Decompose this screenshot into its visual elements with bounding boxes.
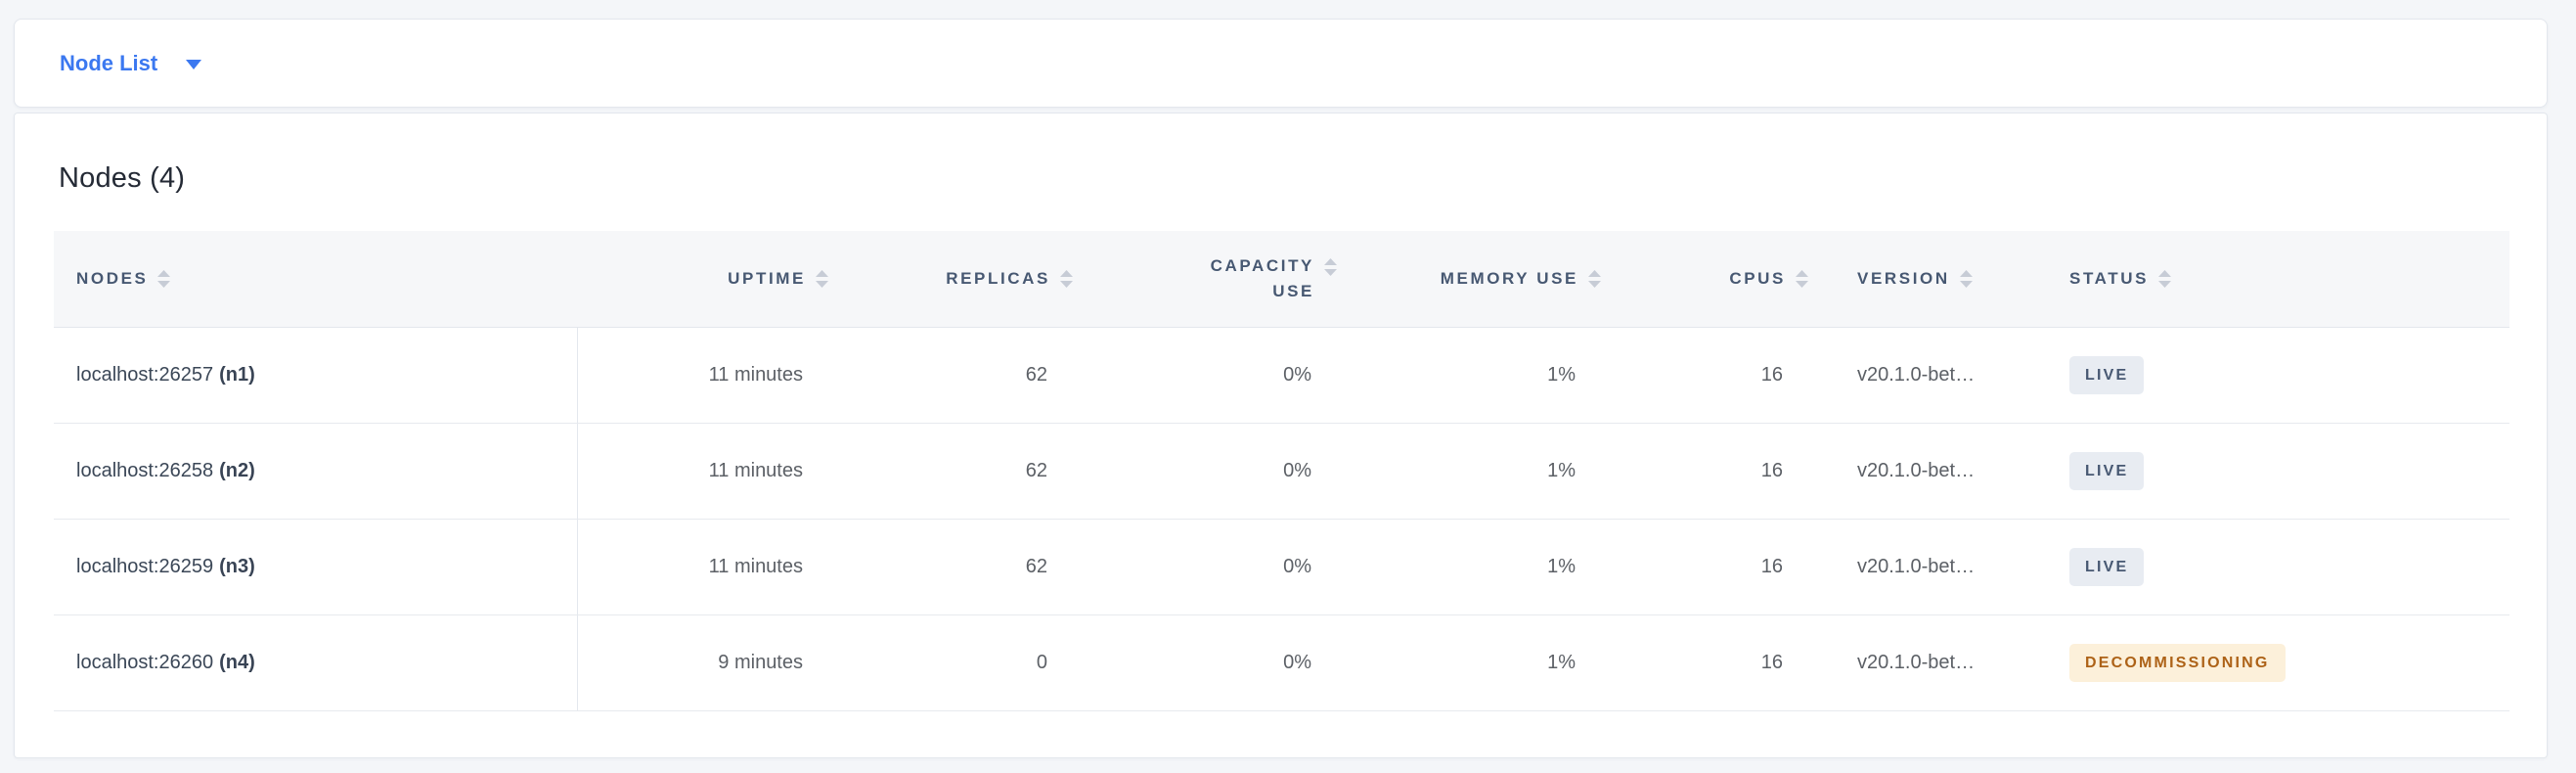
cell-capacity-use: 0% [1283, 460, 1311, 481]
cell-node: localhost:26260 (n4) [54, 615, 578, 710]
sort-icon[interactable] [816, 270, 828, 288]
node-link[interactable]: localhost:26257 [76, 364, 214, 386]
cell-status: LIVE [2066, 520, 2509, 614]
column-header-status[interactable]: Status [2066, 231, 2509, 327]
status-badge: LIVE [2069, 452, 2145, 490]
cell-capacity-use: 0% [1283, 556, 1311, 577]
sort-icon[interactable] [1060, 270, 1073, 288]
node-link[interactable]: localhost:26258 [76, 460, 214, 481]
nodes-table: Nodes Uptime Replicas Capacity Use Memor… [54, 231, 2509, 711]
node-link[interactable]: localhost:26260 [76, 652, 214, 673]
sort-icon[interactable] [157, 270, 171, 288]
cell-replicas: 62 [1025, 460, 1047, 481]
node-id: (n2) [219, 460, 255, 481]
column-header-memory-use[interactable]: Memory Use [1351, 231, 1615, 327]
cell-status: LIVE [2066, 424, 2509, 519]
node-link[interactable]: localhost:26259 [76, 556, 214, 577]
node-list-dropdown[interactable]: Node List [60, 50, 202, 76]
cell-replicas: 62 [1025, 556, 1047, 577]
node-id: (n3) [219, 556, 255, 577]
cell-memory-use: 1% [1547, 556, 1576, 577]
cell-node: localhost:26257 (n1) [54, 328, 578, 423]
page-title: Nodes (4) [59, 162, 186, 194]
cell-version: v20.1.0-bet… [1857, 364, 1976, 386]
cell-cpus: 16 [1760, 652, 1783, 673]
column-header-cpus[interactable]: CPUs [1615, 231, 1822, 327]
sort-icon[interactable] [1324, 258, 1337, 276]
cell-memory-use: 1% [1547, 460, 1576, 481]
column-header-nodes[interactable]: Nodes [54, 231, 578, 327]
cell-cpus: 16 [1760, 364, 1783, 386]
sort-icon[interactable] [1959, 270, 1973, 288]
table-row: localhost:26259 (n3) 11 minutes 62 0% 1%… [54, 520, 2509, 615]
cell-version: v20.1.0-bet… [1857, 556, 1976, 577]
sort-icon[interactable] [1588, 270, 1601, 288]
chevron-down-icon [186, 60, 202, 69]
column-header-replicas[interactable]: Replicas [842, 231, 1087, 327]
node-id: (n4) [219, 652, 255, 673]
cell-memory-use: 1% [1547, 652, 1576, 673]
column-header-uptime[interactable]: Uptime [578, 231, 842, 327]
column-header-version[interactable]: Version [1822, 231, 2066, 327]
nodes-panel: Nodes (4) Nodes Uptime Replicas Capacity… [14, 113, 2548, 758]
cell-node: localhost:26258 (n2) [54, 424, 578, 519]
cell-uptime: 9 minutes [718, 652, 803, 673]
sort-icon[interactable] [1796, 270, 1808, 288]
cell-uptime: 11 minutes [708, 364, 803, 386]
table-header-row: Nodes Uptime Replicas Capacity Use Memor… [54, 231, 2509, 328]
cell-uptime: 11 minutes [708, 556, 803, 577]
node-list-dropdown-label: Node List [60, 50, 158, 75]
sort-icon[interactable] [2158, 270, 2172, 288]
cell-cpus: 16 [1760, 556, 1783, 577]
cell-version: v20.1.0-bet… [1857, 460, 1976, 481]
status-badge: LIVE [2069, 356, 2145, 394]
cell-status: LIVE [2066, 328, 2509, 423]
cell-replicas: 0 [1036, 652, 1047, 673]
table-row: localhost:26257 (n1) 11 minutes 62 0% 1%… [54, 328, 2509, 424]
cell-version: v20.1.0-bet… [1857, 652, 1976, 673]
cell-uptime: 11 minutes [708, 460, 803, 481]
column-header-capacity-use[interactable]: Capacity Use [1087, 231, 1351, 327]
status-badge: DECOMMISSIONING [2069, 644, 2286, 682]
cell-memory-use: 1% [1547, 364, 1576, 386]
table-row: localhost:26260 (n4) 9 minutes 0 0% 1% 1… [54, 615, 2509, 711]
table-row: localhost:26258 (n2) 11 minutes 62 0% 1%… [54, 424, 2509, 520]
cell-status: DECOMMISSIONING [2066, 615, 2509, 710]
cell-capacity-use: 0% [1283, 652, 1311, 673]
cell-cpus: 16 [1760, 460, 1783, 481]
cell-capacity-use: 0% [1283, 364, 1311, 386]
node-id: (n1) [219, 364, 255, 386]
cell-node: localhost:26259 (n3) [54, 520, 578, 614]
cell-replicas: 62 [1025, 364, 1047, 386]
status-badge: LIVE [2069, 548, 2145, 586]
view-selector-bar: Node List [14, 19, 2548, 108]
